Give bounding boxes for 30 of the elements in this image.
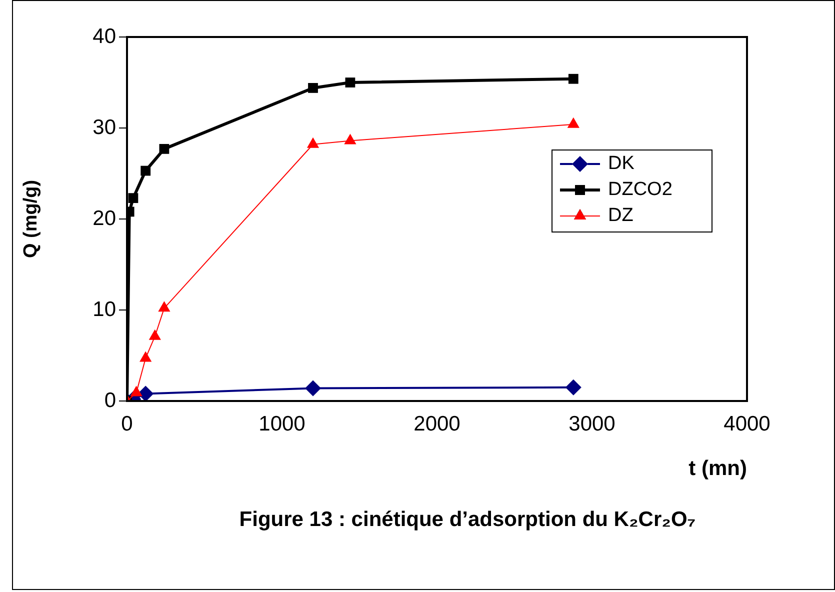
point — [567, 117, 580, 128]
y-tick-label: 30 — [92, 116, 116, 139]
x-tick-label: 0 — [121, 412, 133, 436]
y-tick-label: 10 — [92, 298, 116, 321]
point — [130, 386, 142, 396]
point — [345, 78, 356, 88]
x-axis-title: t (mn) — [688, 457, 747, 480]
x-tick-label: 2000 — [414, 412, 460, 436]
point — [159, 144, 170, 154]
y-axis-title: Q (mg/g) — [20, 180, 42, 258]
y-tick-label: 40 — [92, 24, 116, 48]
x-tick-label: 1000 — [258, 412, 306, 436]
y-tick-label: 0 — [104, 388, 116, 412]
text: Figure 13 : cinétique d’adsorption du K₂Cr₂O₇ — [238, 508, 697, 532]
point — [344, 134, 356, 144]
point — [148, 329, 161, 340]
point — [158, 301, 170, 312]
x-tick-label: 4000 — [724, 412, 770, 436]
point — [128, 193, 138, 204]
legend-label: DZCO2 — [608, 179, 672, 200]
legend-label: DZ — [608, 205, 634, 226]
point — [140, 166, 151, 176]
point — [306, 137, 320, 148]
point — [568, 74, 578, 84]
point — [308, 83, 318, 93]
y-tick-label: 20 — [92, 206, 116, 230]
point — [138, 386, 154, 401]
point — [140, 351, 152, 362]
legend-label: DK — [608, 153, 635, 174]
x-tick-label: 3000 — [568, 412, 616, 436]
